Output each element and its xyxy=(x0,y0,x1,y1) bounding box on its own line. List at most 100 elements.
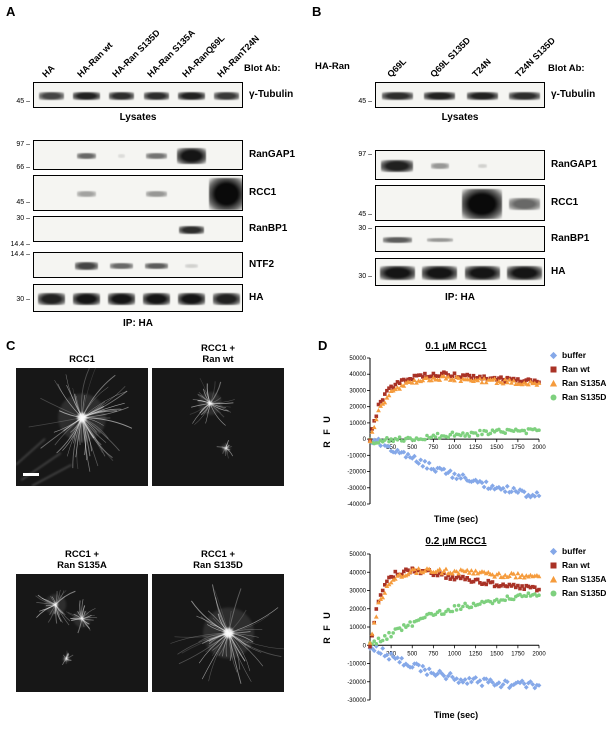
panel-a-blot-name: RCC1 xyxy=(249,187,277,198)
protein-band xyxy=(110,262,133,270)
panel-a-blot--tubulin xyxy=(33,82,243,108)
svg-text:-40000: -40000 xyxy=(347,502,366,508)
chart2-title: 0.2 μM RCC1 xyxy=(425,536,487,547)
protein-band xyxy=(213,92,240,100)
panel-c-label: C xyxy=(6,338,16,353)
panel-b-label: B xyxy=(312,4,322,19)
mw-marker-label: 45 – xyxy=(358,98,372,106)
panel-a-label: A xyxy=(6,4,16,19)
panel-b-lysates-label: Lysates xyxy=(441,112,479,123)
legend-item-ran-wt: Ran wt xyxy=(549,560,606,570)
protein-band xyxy=(74,262,99,270)
diamond-marker-icon xyxy=(549,351,558,359)
svg-text:-10000: -10000 xyxy=(347,453,366,459)
panel-a-blot-rcc1 xyxy=(33,175,243,211)
svg-text:0: 0 xyxy=(363,437,367,443)
svg-text:500: 500 xyxy=(407,445,418,451)
chart1-y-axis-label: R F U xyxy=(322,414,332,448)
chart1-title: 0.1 μM RCC1 xyxy=(425,341,487,352)
panel-b-blot--tubulin xyxy=(375,82,545,108)
square-marker-icon xyxy=(550,562,557,568)
panel-a-blot-name: HA xyxy=(249,292,264,303)
svg-text:50000: 50000 xyxy=(349,356,366,362)
svg-text:1250: 1250 xyxy=(469,651,483,657)
svg-text:2000: 2000 xyxy=(532,651,546,657)
protein-band xyxy=(422,266,458,280)
circle-marker-icon xyxy=(550,394,557,400)
svg-text:1750: 1750 xyxy=(511,651,525,657)
panel-a-blot-ntf2 xyxy=(33,252,243,278)
protein-band xyxy=(72,292,101,306)
protein-band xyxy=(379,266,415,280)
protein-band xyxy=(146,190,167,198)
mw-marker-label: 30 – xyxy=(16,296,30,304)
legend-item-buffer: buffer xyxy=(549,546,606,556)
protein-band xyxy=(77,190,96,198)
svg-text:1000: 1000 xyxy=(448,445,462,451)
microscopy-image xyxy=(16,574,148,692)
microscopy-image-title: RCC1 + Ran S135A xyxy=(57,549,107,571)
svg-text:1750: 1750 xyxy=(511,445,525,451)
legend-label: Ran S135A xyxy=(562,378,607,388)
svg-text:20000: 20000 xyxy=(349,607,366,613)
microscopy-image-title: RCC1 + Ran wt xyxy=(200,343,236,365)
protein-band xyxy=(477,164,487,168)
svg-text:-20000: -20000 xyxy=(347,680,366,686)
panel-b-blot-ha xyxy=(375,258,545,286)
panel-b-blot-ranbp1 xyxy=(375,226,545,252)
protein-band xyxy=(146,152,167,160)
svg-text:10000: 10000 xyxy=(349,625,366,631)
protein-band xyxy=(178,91,205,101)
microscopy-image xyxy=(15,366,148,487)
panel-a-blot-name: γ-Tubulin xyxy=(249,89,294,100)
panel-a-blot-name: RanBP1 xyxy=(249,223,288,234)
panel-d-label: D xyxy=(318,338,328,353)
protein-band xyxy=(178,226,205,234)
protein-band xyxy=(145,262,168,270)
svg-text:30000: 30000 xyxy=(349,388,366,394)
legend-label: Ran S135A xyxy=(562,574,607,584)
mw-marker-label: 45 – xyxy=(16,198,30,206)
chart2-x-axis-label: Time (sec) xyxy=(433,710,479,720)
protein-band xyxy=(177,292,206,306)
svg-text:750: 750 xyxy=(428,651,439,657)
panel-b-blot-name: RCC1 xyxy=(551,197,579,208)
protein-band xyxy=(73,91,100,101)
microscopy-image-title: RCC1 + Ran S135D xyxy=(193,549,243,571)
svg-text:-30000: -30000 xyxy=(347,486,366,492)
chart2-plot: 50000 40000 30000 20000 10000 0 -10000 -20000 -3… xyxy=(347,552,546,704)
chart2-y-axis-label: R F U xyxy=(322,610,332,644)
svg-text:0: 0 xyxy=(363,643,367,649)
protein-band xyxy=(507,266,543,280)
svg-text:1500: 1500 xyxy=(490,651,504,657)
svg-text:50000: 50000 xyxy=(349,552,366,558)
microscopy-image xyxy=(152,574,285,692)
panel-b-blot-rangap1 xyxy=(375,150,545,180)
legend-item-ran-s135d: Ran S135D xyxy=(549,392,606,402)
panel-b-lane-label: T24N xyxy=(470,56,494,80)
svg-text:10000: 10000 xyxy=(349,421,366,427)
chart2-legend: buffer Ran wt Ran S135A Ran S135D xyxy=(549,546,606,602)
protein-band xyxy=(466,91,498,101)
panel-a-ip-label: IP: HA xyxy=(123,318,153,329)
square-marker-icon xyxy=(550,366,557,372)
svg-text:20000: 20000 xyxy=(349,405,366,411)
panel-a-blot-name: NTF2 xyxy=(249,259,274,270)
mw-marker-label: 66 – xyxy=(16,164,30,171)
panel-b-ip-label: IP: HA xyxy=(445,292,475,303)
panel-a-lane-label: HA-Ran wt xyxy=(74,40,114,80)
chart1-x-axis-label: Time (sec) xyxy=(433,514,479,524)
legend-item-buffer: buffer xyxy=(549,350,606,360)
mw-marker-label: 14.4 – xyxy=(10,241,30,249)
mw-marker-label: 14.4 – xyxy=(10,251,30,259)
panel-b-blot-name: γ-Tubulin xyxy=(551,89,596,100)
microscopy-image-title: RCC1 xyxy=(69,354,95,365)
circle-marker-icon xyxy=(550,590,557,596)
panel-a-blot-ab-label: Blot Ab: xyxy=(244,63,281,74)
chart1-legend: buffer Ran wt Ran S135A Ran S135D xyxy=(549,350,606,406)
legend-item-ran-s135a: Ran S135A xyxy=(549,574,606,584)
protein-band xyxy=(212,293,241,305)
legend-item-ran-s135a: Ran S135A xyxy=(549,378,606,388)
protein-band xyxy=(464,266,500,280)
